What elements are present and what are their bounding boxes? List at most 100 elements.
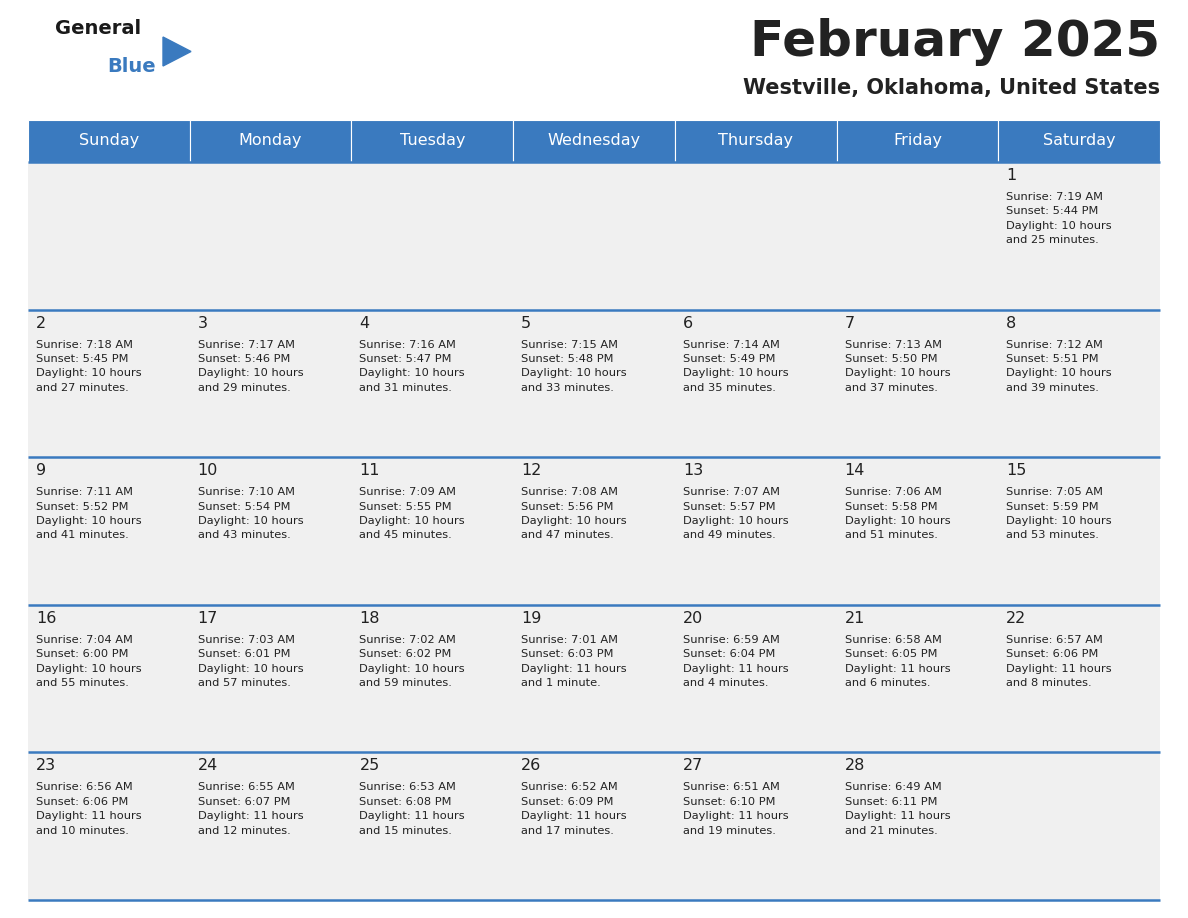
- Text: 21: 21: [845, 610, 865, 626]
- Bar: [513, 753, 675, 900]
- Bar: [513, 309, 675, 457]
- Text: Sunrise: 6:49 AM
Sunset: 6:11 PM
Daylight: 11 hours
and 21 minutes.: Sunrise: 6:49 AM Sunset: 6:11 PM Dayligh…: [845, 782, 950, 835]
- Text: Sunrise: 7:03 AM
Sunset: 6:01 PM
Daylight: 10 hours
and 57 minutes.: Sunrise: 7:03 AM Sunset: 6:01 PM Dayligh…: [197, 635, 303, 688]
- Text: Blue: Blue: [107, 57, 156, 76]
- Text: Thursday: Thursday: [719, 133, 794, 149]
- Bar: [190, 309, 352, 457]
- Text: 6: 6: [683, 316, 693, 330]
- Text: Sunrise: 6:55 AM
Sunset: 6:07 PM
Daylight: 11 hours
and 12 minutes.: Sunrise: 6:55 AM Sunset: 6:07 PM Dayligh…: [197, 782, 303, 835]
- Bar: [190, 605, 352, 753]
- Bar: [190, 162, 352, 309]
- Bar: [998, 162, 1159, 309]
- Polygon shape: [163, 37, 191, 66]
- Text: Sunrise: 7:01 AM
Sunset: 6:03 PM
Daylight: 11 hours
and 1 minute.: Sunrise: 7:01 AM Sunset: 6:03 PM Dayligh…: [522, 635, 627, 688]
- Text: Sunrise: 7:18 AM
Sunset: 5:45 PM
Daylight: 10 hours
and 27 minutes.: Sunrise: 7:18 AM Sunset: 5:45 PM Dayligh…: [36, 340, 141, 393]
- Text: Wednesday: Wednesday: [548, 133, 640, 149]
- Bar: [352, 120, 513, 162]
- Text: Tuesday: Tuesday: [399, 133, 465, 149]
- Text: Sunrise: 7:17 AM
Sunset: 5:46 PM
Daylight: 10 hours
and 29 minutes.: Sunrise: 7:17 AM Sunset: 5:46 PM Dayligh…: [197, 340, 303, 393]
- Text: Sunrise: 7:13 AM
Sunset: 5:50 PM
Daylight: 10 hours
and 37 minutes.: Sunrise: 7:13 AM Sunset: 5:50 PM Dayligh…: [845, 340, 950, 393]
- Bar: [675, 753, 836, 900]
- Bar: [190, 753, 352, 900]
- Text: Sunrise: 7:10 AM
Sunset: 5:54 PM
Daylight: 10 hours
and 43 minutes.: Sunrise: 7:10 AM Sunset: 5:54 PM Dayligh…: [197, 487, 303, 541]
- Text: 7: 7: [845, 316, 854, 330]
- Text: 12: 12: [522, 464, 542, 478]
- Text: 17: 17: [197, 610, 219, 626]
- Bar: [998, 309, 1159, 457]
- Bar: [29, 309, 190, 457]
- Bar: [675, 162, 836, 309]
- Bar: [675, 309, 836, 457]
- Text: 23: 23: [36, 758, 56, 773]
- Text: 11: 11: [360, 464, 380, 478]
- Text: Sunday: Sunday: [78, 133, 139, 149]
- Bar: [29, 753, 190, 900]
- Text: Sunrise: 7:12 AM
Sunset: 5:51 PM
Daylight: 10 hours
and 39 minutes.: Sunrise: 7:12 AM Sunset: 5:51 PM Dayligh…: [1006, 340, 1112, 393]
- Text: Westville, Oklahoma, United States: Westville, Oklahoma, United States: [742, 78, 1159, 98]
- Text: Sunrise: 7:15 AM
Sunset: 5:48 PM
Daylight: 10 hours
and 33 minutes.: Sunrise: 7:15 AM Sunset: 5:48 PM Dayligh…: [522, 340, 627, 393]
- Text: Sunrise: 6:58 AM
Sunset: 6:05 PM
Daylight: 11 hours
and 6 minutes.: Sunrise: 6:58 AM Sunset: 6:05 PM Dayligh…: [845, 635, 950, 688]
- Text: Sunrise: 7:04 AM
Sunset: 6:00 PM
Daylight: 10 hours
and 55 minutes.: Sunrise: 7:04 AM Sunset: 6:00 PM Dayligh…: [36, 635, 141, 688]
- Text: Sunrise: 7:07 AM
Sunset: 5:57 PM
Daylight: 10 hours
and 49 minutes.: Sunrise: 7:07 AM Sunset: 5:57 PM Dayligh…: [683, 487, 789, 541]
- Bar: [352, 162, 513, 309]
- Text: Sunrise: 6:52 AM
Sunset: 6:09 PM
Daylight: 11 hours
and 17 minutes.: Sunrise: 6:52 AM Sunset: 6:09 PM Dayligh…: [522, 782, 627, 835]
- Text: 22: 22: [1006, 610, 1026, 626]
- Text: Sunrise: 7:19 AM
Sunset: 5:44 PM
Daylight: 10 hours
and 25 minutes.: Sunrise: 7:19 AM Sunset: 5:44 PM Dayligh…: [1006, 192, 1112, 245]
- Text: Friday: Friday: [893, 133, 942, 149]
- Bar: [836, 457, 998, 605]
- Text: Sunrise: 7:09 AM
Sunset: 5:55 PM
Daylight: 10 hours
and 45 minutes.: Sunrise: 7:09 AM Sunset: 5:55 PM Dayligh…: [360, 487, 465, 541]
- Bar: [352, 309, 513, 457]
- Text: 2: 2: [36, 316, 46, 330]
- Bar: [836, 605, 998, 753]
- Text: 8: 8: [1006, 316, 1017, 330]
- Bar: [836, 309, 998, 457]
- Text: 15: 15: [1006, 464, 1026, 478]
- Bar: [836, 753, 998, 900]
- Bar: [29, 120, 190, 162]
- Bar: [998, 457, 1159, 605]
- Text: 1: 1: [1006, 168, 1017, 183]
- Text: 3: 3: [197, 316, 208, 330]
- Bar: [836, 120, 998, 162]
- Text: General: General: [55, 19, 141, 38]
- Text: 18: 18: [360, 610, 380, 626]
- Text: Sunrise: 7:14 AM
Sunset: 5:49 PM
Daylight: 10 hours
and 35 minutes.: Sunrise: 7:14 AM Sunset: 5:49 PM Dayligh…: [683, 340, 789, 393]
- Bar: [190, 457, 352, 605]
- Text: 20: 20: [683, 610, 703, 626]
- Text: 9: 9: [36, 464, 46, 478]
- Text: 24: 24: [197, 758, 217, 773]
- Bar: [352, 605, 513, 753]
- Text: 27: 27: [683, 758, 703, 773]
- Bar: [675, 605, 836, 753]
- Text: Sunrise: 6:56 AM
Sunset: 6:06 PM
Daylight: 11 hours
and 10 minutes.: Sunrise: 6:56 AM Sunset: 6:06 PM Dayligh…: [36, 782, 141, 835]
- Text: Sunrise: 7:16 AM
Sunset: 5:47 PM
Daylight: 10 hours
and 31 minutes.: Sunrise: 7:16 AM Sunset: 5:47 PM Dayligh…: [360, 340, 465, 393]
- Text: Sunrise: 7:05 AM
Sunset: 5:59 PM
Daylight: 10 hours
and 53 minutes.: Sunrise: 7:05 AM Sunset: 5:59 PM Dayligh…: [1006, 487, 1112, 541]
- Text: Saturday: Saturday: [1043, 133, 1116, 149]
- Text: Sunrise: 6:59 AM
Sunset: 6:04 PM
Daylight: 11 hours
and 4 minutes.: Sunrise: 6:59 AM Sunset: 6:04 PM Dayligh…: [683, 635, 789, 688]
- Bar: [352, 753, 513, 900]
- Text: Sunrise: 7:08 AM
Sunset: 5:56 PM
Daylight: 10 hours
and 47 minutes.: Sunrise: 7:08 AM Sunset: 5:56 PM Dayligh…: [522, 487, 627, 541]
- Text: Monday: Monday: [239, 133, 302, 149]
- Text: Sunrise: 6:57 AM
Sunset: 6:06 PM
Daylight: 11 hours
and 8 minutes.: Sunrise: 6:57 AM Sunset: 6:06 PM Dayligh…: [1006, 635, 1112, 688]
- Bar: [998, 120, 1159, 162]
- Bar: [513, 162, 675, 309]
- Text: Sunrise: 7:02 AM
Sunset: 6:02 PM
Daylight: 10 hours
and 59 minutes.: Sunrise: 7:02 AM Sunset: 6:02 PM Dayligh…: [360, 635, 465, 688]
- Text: 25: 25: [360, 758, 380, 773]
- Text: 14: 14: [845, 464, 865, 478]
- Text: 16: 16: [36, 610, 56, 626]
- Bar: [998, 605, 1159, 753]
- Bar: [513, 605, 675, 753]
- Text: Sunrise: 6:53 AM
Sunset: 6:08 PM
Daylight: 11 hours
and 15 minutes.: Sunrise: 6:53 AM Sunset: 6:08 PM Dayligh…: [360, 782, 465, 835]
- Text: 4: 4: [360, 316, 369, 330]
- Bar: [190, 120, 352, 162]
- Bar: [998, 753, 1159, 900]
- Text: Sunrise: 6:51 AM
Sunset: 6:10 PM
Daylight: 11 hours
and 19 minutes.: Sunrise: 6:51 AM Sunset: 6:10 PM Dayligh…: [683, 782, 789, 835]
- Text: Sunrise: 7:06 AM
Sunset: 5:58 PM
Daylight: 10 hours
and 51 minutes.: Sunrise: 7:06 AM Sunset: 5:58 PM Dayligh…: [845, 487, 950, 541]
- Text: 13: 13: [683, 464, 703, 478]
- Text: 28: 28: [845, 758, 865, 773]
- Text: 26: 26: [522, 758, 542, 773]
- Bar: [29, 162, 190, 309]
- Bar: [29, 457, 190, 605]
- Text: February 2025: February 2025: [750, 18, 1159, 66]
- Text: 5: 5: [522, 316, 531, 330]
